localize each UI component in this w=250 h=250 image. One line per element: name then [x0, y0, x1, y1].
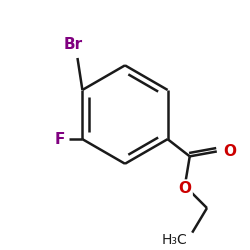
Text: H₃C: H₃C — [162, 233, 187, 247]
Text: O: O — [178, 181, 191, 196]
Text: O: O — [223, 144, 236, 159]
Text: H₃C: H₃C — [162, 233, 187, 247]
Text: F: F — [55, 132, 65, 147]
Text: Br: Br — [64, 37, 83, 52]
Text: F: F — [55, 132, 65, 147]
Text: Br: Br — [64, 37, 83, 52]
Text: O: O — [178, 181, 191, 196]
Text: O: O — [223, 144, 236, 159]
